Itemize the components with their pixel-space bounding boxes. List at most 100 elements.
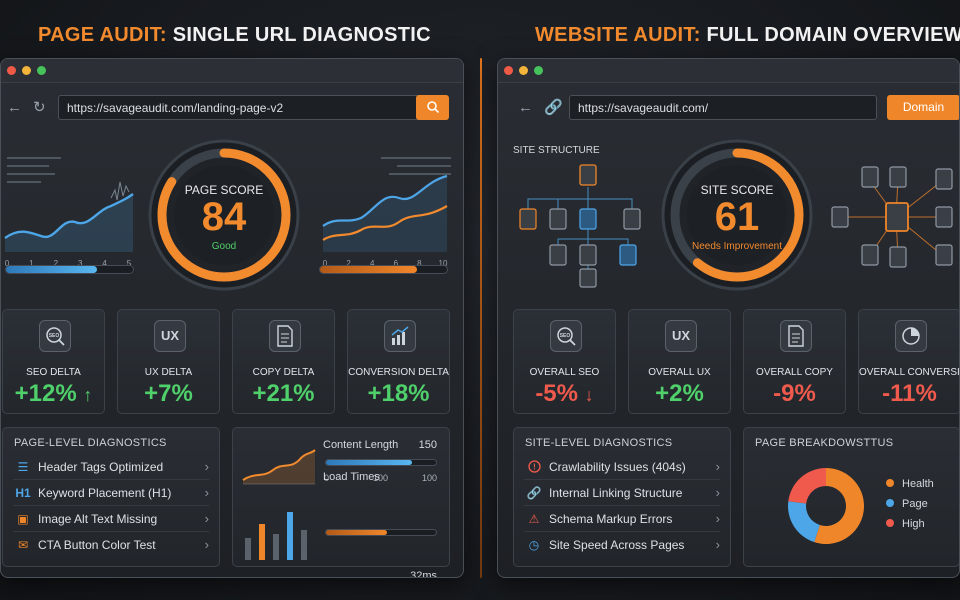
maximize-window-button[interactable] bbox=[534, 66, 543, 75]
warning-triangle-icon: ⚠ bbox=[528, 512, 540, 526]
page-score-value: 84 bbox=[201, 195, 247, 239]
tick-label: 6 bbox=[394, 259, 399, 268]
page-network-diagram bbox=[831, 166, 953, 268]
trend-line-chart-left: 0 1 2 3 4 5 bbox=[4, 157, 134, 268]
minimize-window-button[interactable] bbox=[22, 66, 31, 75]
minimize-window-button[interactable] bbox=[519, 66, 528, 75]
donut-slice-health bbox=[814, 468, 864, 544]
legend-item-page: Page bbox=[886, 498, 934, 510]
diagnostic-item-keyword-placement[interactable]: H1 Keyword Placement (H1) › bbox=[13, 480, 209, 506]
x-axis-ticks: 0 2 4 6 8 10 bbox=[323, 259, 448, 268]
overall-ux-card[interactable]: UX OVERALL UX +2% bbox=[628, 309, 731, 414]
donut-slice-page bbox=[788, 501, 820, 543]
svg-text:SEO: SEO bbox=[560, 333, 571, 339]
page-score-status: Good bbox=[211, 241, 237, 252]
legend-item-high: High bbox=[886, 518, 934, 530]
site-structure-label: SITE STRUCTURE bbox=[513, 145, 600, 156]
speedometer-icon: ◷ bbox=[528, 538, 540, 552]
overall-conversion-card[interactable]: OVERALL CONVERSION -11% bbox=[858, 309, 959, 414]
overall-seo-card[interactable]: SEO OVERALL SEO -5% ↓ bbox=[513, 309, 616, 414]
seo-delta-card[interactable]: SEO SEO DELTA +12% ↑ bbox=[2, 309, 105, 414]
url-input[interactable]: https://savageaudit.com/ bbox=[569, 95, 877, 120]
tick-label: 2 bbox=[54, 259, 59, 268]
conversion-delta-card[interactable]: CONVERSION DELTA +18% bbox=[347, 309, 450, 414]
legend-item-health: Health bbox=[886, 478, 934, 490]
load-times-bar bbox=[325, 529, 437, 536]
card-value: -11% bbox=[882, 380, 937, 407]
link-icon[interactable]: 🔗 bbox=[544, 99, 563, 116]
panel-title: SITE-LEVEL DIAGNOSTICS bbox=[525, 437, 673, 449]
tick-label: 3 bbox=[78, 259, 83, 268]
pie-chart-icon bbox=[895, 320, 927, 352]
down-arrow-icon: ↓ bbox=[584, 385, 594, 405]
diagnostic-item-image-alt[interactable]: ▣ Image Alt Text Missing › bbox=[13, 506, 209, 532]
chevron-right-icon: › bbox=[204, 485, 209, 500]
load-times-label: Load Times bbox=[323, 471, 380, 483]
svg-text:!: ! bbox=[533, 463, 536, 472]
back-arrow-icon[interactable]: ← bbox=[7, 99, 22, 116]
chevron-right-icon: › bbox=[715, 459, 720, 474]
card-label: OVERALL UX bbox=[648, 367, 711, 378]
card-value: +2% bbox=[655, 380, 704, 407]
page-metrics-panel: Content Length 150 0 100 100 Load Times … bbox=[232, 427, 450, 577]
overall-copy-card[interactable]: OVERALL COPY -9% bbox=[743, 309, 846, 414]
tick-label: 4 bbox=[102, 259, 107, 268]
progress-bar-left bbox=[5, 265, 134, 274]
seo-magnifier-icon: SEO bbox=[550, 320, 582, 352]
card-value: +7% bbox=[144, 380, 193, 407]
page-diagnostics-panel: PAGE-LEVEL DIAGNOSTICS ☰ Header Tags Opti… bbox=[2, 427, 220, 567]
card-value: -5% ↓ bbox=[535, 380, 594, 407]
svg-text:SEO: SEO bbox=[49, 333, 60, 339]
reload-icon[interactable]: ↻ bbox=[33, 99, 46, 116]
progress-bar-right-fill bbox=[320, 266, 417, 273]
card-value: +12% ↑ bbox=[14, 380, 93, 407]
legend-swatch bbox=[886, 479, 894, 487]
tick-label: 10 bbox=[439, 259, 448, 268]
x-axis-ticks: 0 1 2 3 4 5 bbox=[5, 259, 132, 268]
close-window-button[interactable] bbox=[504, 66, 513, 75]
page-score-label: PAGE SCORE bbox=[184, 183, 264, 197]
search-button[interactable] bbox=[416, 95, 449, 120]
tick-label: 0 bbox=[5, 259, 10, 268]
domain-button[interactable]: Domain bbox=[887, 95, 959, 120]
progress-bar-right bbox=[319, 265, 448, 274]
ux-delta-card[interactable]: UX UX DELTA +7% bbox=[117, 309, 220, 414]
diagnostic-item-site-speed[interactable]: ◷ Site Speed Across Pages › bbox=[524, 532, 720, 558]
card-label: CONVERSION DELTA bbox=[348, 367, 449, 378]
close-window-button[interactable] bbox=[7, 66, 16, 75]
diagnostic-item-schema-markup[interactable]: ⚠ Schema Markup Errors › bbox=[524, 506, 720, 532]
site-score-gauge: SITE SCORE 61 Needs Improvement bbox=[660, 138, 814, 292]
chevron-right-icon: › bbox=[715, 511, 720, 526]
document-icon bbox=[780, 320, 812, 352]
site-score-ring bbox=[661, 139, 813, 291]
site-diagnostics-panel: SITE-LEVEL DIAGNOSTICS ! Crawlability Iss… bbox=[513, 427, 731, 567]
page-audit-heading: PAGE AUDIT: SINGLE URL DIAGNOSTIC bbox=[38, 24, 431, 46]
chat-icon: ✉ bbox=[17, 538, 29, 552]
url-input[interactable]: https://savageaudit.com/landing-page-v2 bbox=[58, 95, 420, 120]
card-value: +18% bbox=[367, 380, 430, 407]
website-audit-heading: WEBSITE AUDIT: FULL DOMAIN OVERVIEW bbox=[535, 24, 960, 46]
trend-line-chart-right: 0 2 4 6 8 10 bbox=[322, 157, 451, 268]
diagnostic-item-internal-linking[interactable]: 🔗 Internal Linking Structure › bbox=[524, 480, 720, 506]
section-divider bbox=[480, 58, 482, 578]
browser-nav-row: ← 🔗 https://savageaudit.com/ Domain bbox=[498, 95, 959, 121]
diagnostic-item-crawlability[interactable]: ! Crawlability Issues (404s) › bbox=[524, 454, 720, 480]
donut-slice-high bbox=[788, 468, 826, 504]
page-node-icon bbox=[831, 166, 953, 268]
document-icon bbox=[269, 320, 301, 352]
copy-delta-card[interactable]: COPY DELTA +21% bbox=[232, 309, 335, 414]
content-length-bar bbox=[325, 459, 437, 466]
maximize-window-button[interactable] bbox=[37, 66, 46, 75]
image-icon: ▣ bbox=[17, 512, 29, 526]
back-arrow-icon[interactable]: ← bbox=[518, 99, 533, 116]
diagnostic-item-header-tags[interactable]: ☰ Header Tags Optimized › bbox=[13, 454, 209, 480]
chevron-right-icon: › bbox=[715, 485, 720, 500]
site-score-status: Needs Improvement bbox=[691, 241, 783, 252]
legend: Health Page High bbox=[886, 478, 934, 530]
panel-title: PAGE BREAKDOWSTTUS bbox=[755, 437, 894, 449]
diagnostic-item-cta-button[interactable]: ✉ CTA Button Color Test › bbox=[13, 532, 209, 558]
website-audit-window: ← 🔗 https://savageaudit.com/ Domain SITE… bbox=[497, 58, 960, 578]
tick-label: 1 bbox=[29, 259, 34, 268]
progress-bar-left-fill bbox=[6, 266, 98, 273]
seo-magnifier-icon: SEO bbox=[39, 320, 71, 352]
